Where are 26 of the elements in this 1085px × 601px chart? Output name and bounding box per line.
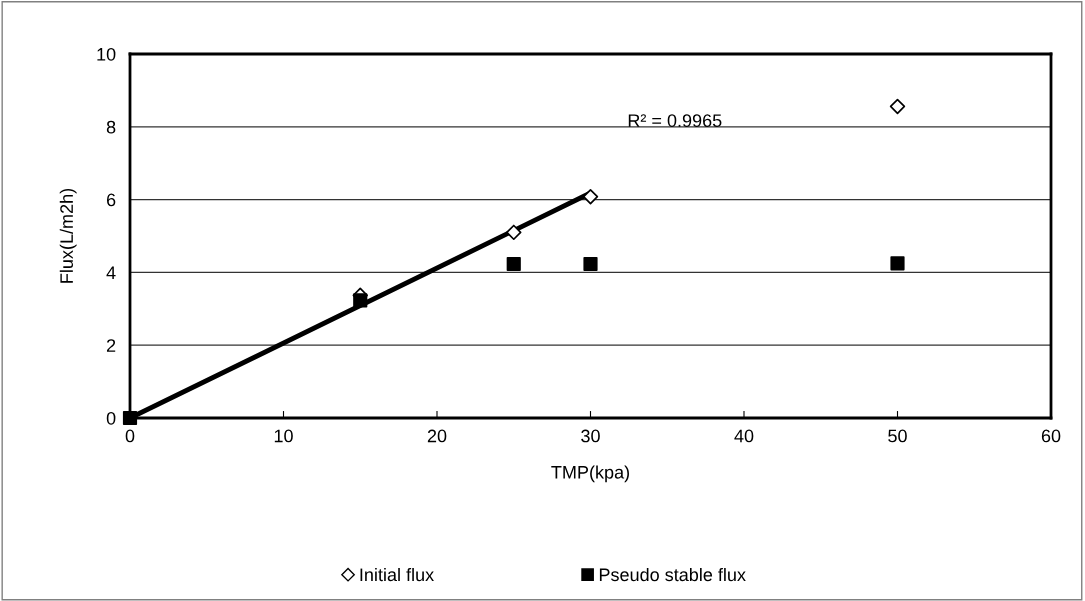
x-tick-label: 60 [1041, 429, 1061, 443]
y-tick-label: 2 [106, 339, 116, 352]
point [889, 98, 906, 115]
point [122, 410, 138, 426]
y-tick-label: 8 [106, 120, 116, 134]
point [506, 224, 522, 241]
legend-label: Initial flux [360, 567, 434, 582]
point [582, 188, 599, 205]
point [506, 256, 521, 272]
y-tick-label: 0 [106, 411, 116, 425]
point [890, 256, 905, 271]
x-tick-label: 20 [427, 429, 447, 443]
x-tick-label: 50 [888, 429, 907, 443]
y-tick-label: 6 [106, 193, 116, 207]
legend-label: Pseudo stable flux [599, 567, 746, 582]
y-axis-title: Flux(L/m2h) [59, 188, 77, 283]
x-tick-label: 0 [125, 429, 135, 443]
point [353, 293, 368, 308]
annotation: R² = 0.9965 [628, 114, 722, 127]
x-tick-label: 30 [581, 429, 600, 443]
x-axis-title: TMP(kpa) [551, 465, 630, 483]
y-tick-label: 10 [97, 47, 116, 61]
x-tick-label: 10 [274, 429, 293, 443]
y-tick-label: 4 [106, 266, 116, 279]
x-tick-label: 40 [734, 429, 754, 443]
point [583, 256, 598, 272]
